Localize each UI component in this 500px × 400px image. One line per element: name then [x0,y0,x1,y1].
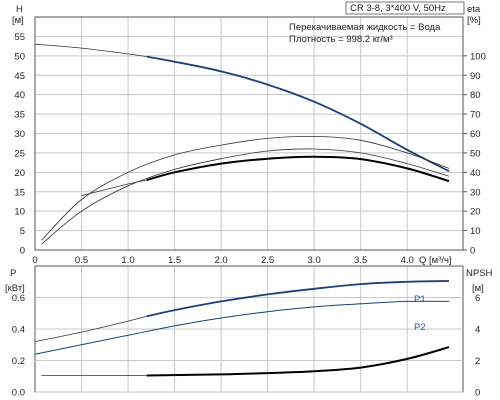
y-right-tick-label: 50 [470,148,481,159]
y-right-tick-label: 100 [470,51,486,62]
x-tick-label: 0 [32,255,37,266]
y-left-tick-label: 5 [20,226,25,237]
npsh-tick-label: 6 [475,293,480,304]
y-right-tick-label: 80 [470,90,481,101]
y-right-tick-label: 10 [470,226,481,237]
x-tick-label: 2.0 [214,255,227,266]
p-tick-label: 0.2 [12,356,25,367]
y-left-tick-label: 0 [20,246,25,257]
x-tick-label: 4.0 [401,255,414,266]
npsh-tick-label: 4 [475,325,480,336]
y-left-tick-label: 40 [14,90,25,101]
y-right-label-npsh: NPSH [466,268,493,279]
y-right-label-eta: eta [467,4,481,15]
y-right-tick-label: 70 [470,110,481,121]
y-left-tick-label: 45 [14,71,25,82]
p-tick-label: 0.6 [12,293,25,304]
head-eff-series-line-5 [146,155,450,183]
y-left-unit-p: [кВт] [5,283,25,294]
p-tick-label: 0.4 [12,325,25,336]
head-eff-series-line-4 [81,179,147,196]
x-tick-label: 1.5 [168,255,181,266]
y-left-tick-label: 15 [14,187,25,198]
power-npsh-series-line-4 [146,346,450,377]
x-tick-label: 3.5 [354,255,367,266]
power-npsh-series-line-0 [34,316,147,342]
y-left-tick-label: 30 [14,129,25,140]
p-tick-label: 0.0 [12,388,25,399]
title-box [345,1,465,15]
y-left-tick-label: 20 [14,168,25,179]
y-right-unit-npsh: [м] [472,283,484,294]
series-label-p2: P2 [414,322,426,333]
head-eff-series-line-0 [34,43,147,57]
x-tick-label: 2.5 [261,255,274,266]
power-npsh-series-line-2 [34,300,450,355]
x-tick-label: 0.5 [75,255,88,266]
y-left-tick-label: 55 [14,32,25,43]
y-left-unit-h: [м] [12,15,24,26]
y-right-tick-label: 90 [470,71,481,82]
y-left-tick-label: 10 [14,207,25,218]
npsh-tick-label: 2 [475,356,480,367]
y-right-tick-label: 40 [470,168,481,179]
y-left-tick-label: 50 [14,51,25,62]
y-right-tick-label: 30 [470,187,481,198]
head-eff-series-line-2 [41,135,450,241]
x-tick-label: 1.0 [121,255,134,266]
npsh-tick-label: 0 [475,388,480,399]
y-left-tick-label: 35 [14,110,25,121]
top-panel-frame [34,16,464,251]
x-axis-label: Q [м³/ч] [419,255,452,266]
y-left-label-p: P [10,268,16,279]
y-left-label-h: H [16,4,23,15]
series-label-p1: P1 [414,294,426,305]
power-npsh-series-line-1 [146,280,450,318]
head-eff-series-line-1 [146,55,450,172]
y-right-unit-eta: [%] [467,15,481,26]
y-right-tick-label: 0 [470,246,475,257]
chart-title: CR 3-8, 3*400 V, 50Hz [350,3,446,14]
head-eff-series-line-3 [41,148,450,245]
y-right-tick-label: 20 [470,207,481,218]
y-left-tick-label: 25 [14,148,25,159]
y-right-tick-label: 60 [470,129,481,140]
annotation-density: Плотность = 998.2 кг/м³ [289,34,393,45]
x-tick-label: 3.0 [308,255,321,266]
annotation-liquid: Перекачиваемая жидкость = Вода [289,22,441,33]
